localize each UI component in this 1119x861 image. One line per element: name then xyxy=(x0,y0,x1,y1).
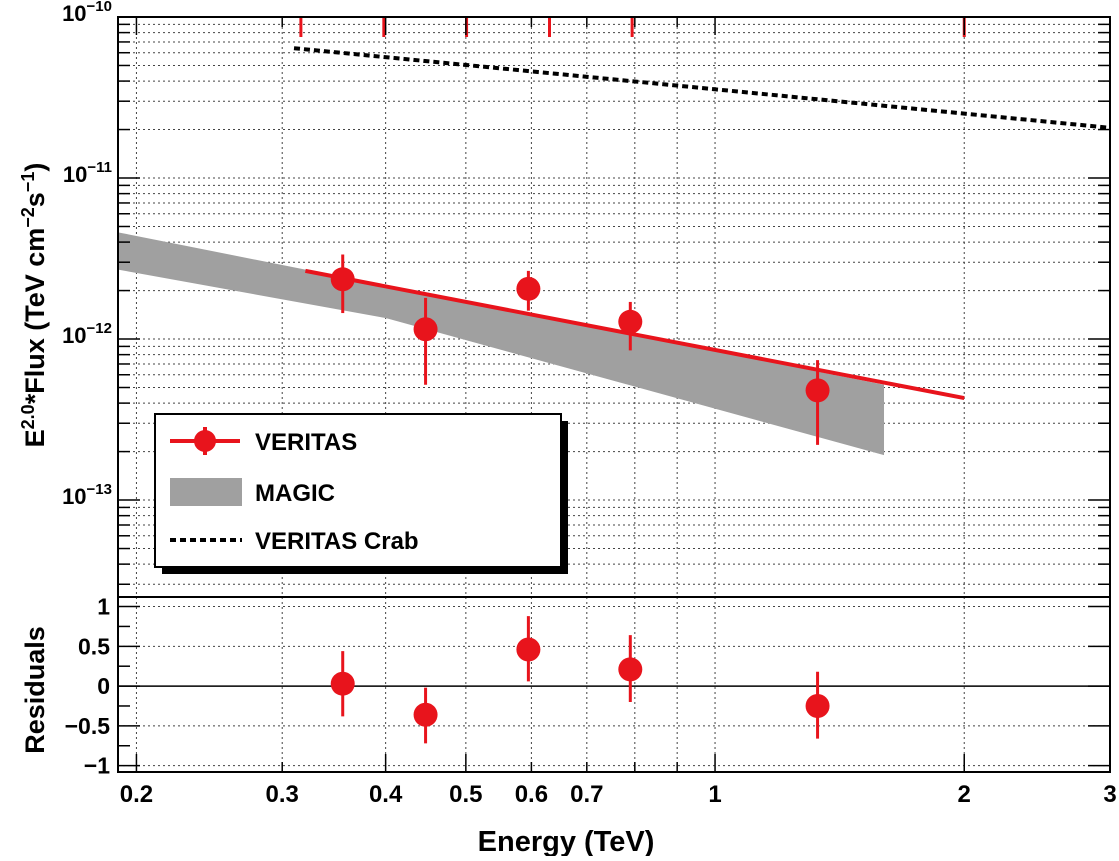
x-tick-label: 0.4 xyxy=(369,781,403,808)
x-tick-label: 1 xyxy=(708,781,721,808)
spectrum-y-axis-title: E2.0*Flux (TeV cm−2s−1) xyxy=(18,163,50,448)
legend-entry-veritas-crab: VERITAS Crab xyxy=(170,528,419,555)
residuals-grid xyxy=(118,597,1111,772)
legend-veritas-marker xyxy=(194,430,216,452)
spectrum-axis-ticks xyxy=(118,16,1111,586)
residual-point xyxy=(805,693,830,718)
veritas-crab-line xyxy=(293,46,1111,130)
residual-point xyxy=(413,702,438,727)
veritas-fit-line xyxy=(305,268,965,401)
legend-label-magic: MAGIC xyxy=(255,480,335,507)
residuals-y-tick-label: 0 xyxy=(97,673,110,699)
spectrum-y-tick-label: 10−12 xyxy=(62,320,112,348)
x-tick-labels: 0.2 0.3 0.4 0.5 0.6 0.7 1 2 3 xyxy=(120,781,1117,808)
veritas-points-layer xyxy=(330,254,830,445)
residuals-points-layer xyxy=(330,616,830,744)
spectrum-y-tick-label: 10−11 xyxy=(63,159,112,187)
x-tick-label: 3 xyxy=(1103,781,1116,808)
veritas-point xyxy=(413,317,438,342)
magic-band xyxy=(118,232,885,456)
x-tick-label: 0.6 xyxy=(515,781,548,808)
residuals-axis-ticks xyxy=(118,605,1111,772)
residuals-y-tick-label: 1 xyxy=(97,594,110,620)
legend-label-veritas-crab: VERITAS Crab xyxy=(255,528,419,555)
x-tick-label: 0.7 xyxy=(570,781,603,808)
residuals-y-tick-label: −0.5 xyxy=(65,713,111,739)
residuals-y-tick-label: 0.5 xyxy=(78,633,110,659)
spectrum-y-tick-label: 10−10 xyxy=(62,0,112,26)
bin-edge-markers xyxy=(299,17,966,37)
veritas-point xyxy=(330,267,355,292)
veritas-point xyxy=(618,309,643,334)
legend-entry-veritas: VERITAS xyxy=(170,427,357,456)
x-tick-label: 0.2 xyxy=(120,781,153,808)
residual-point xyxy=(330,671,355,696)
residuals-y-tick-label: −1 xyxy=(84,753,110,779)
legend-label-veritas: VERITAS xyxy=(255,429,357,456)
x-tick-label: 2 xyxy=(958,781,971,808)
veritas-point xyxy=(516,276,541,301)
residual-point xyxy=(618,657,643,682)
legend-entry-magic: MAGIC xyxy=(170,478,335,507)
residuals-panel-frame xyxy=(117,596,1111,773)
spectrum-y-tick-labels: 10−13 10−12 10−11 10−10 xyxy=(62,0,112,509)
x-tick-label: 0.3 xyxy=(266,781,299,808)
magic-band-layer xyxy=(118,232,885,456)
spectrum-lines-layer xyxy=(293,46,1111,401)
veritas-point xyxy=(805,378,830,403)
residuals-y-axis-title: Residuals xyxy=(20,626,50,754)
x-tick-label: 0.5 xyxy=(449,781,482,808)
residuals-y-tick-labels: −1 −0.5 0 0.5 1 xyxy=(65,594,111,779)
spectrum-y-tick-label: 10−13 xyxy=(62,481,112,509)
chart-legend: VERITAS MAGIC VERITAS Crab xyxy=(154,413,568,574)
x-axis-title: Energy (TeV) xyxy=(478,826,655,856)
legend-magic-swatch xyxy=(170,478,242,506)
residual-point xyxy=(516,637,541,662)
